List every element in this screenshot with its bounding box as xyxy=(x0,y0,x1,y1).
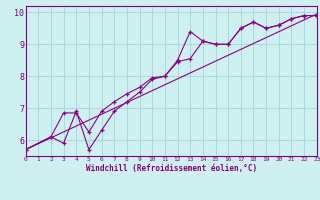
X-axis label: Windchill (Refroidissement éolien,°C): Windchill (Refroidissement éolien,°C) xyxy=(86,164,257,173)
